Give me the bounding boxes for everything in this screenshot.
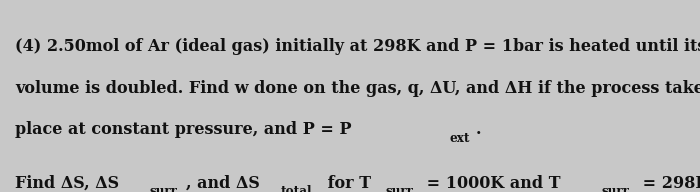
Text: = 1000K and T: = 1000K and T xyxy=(421,175,561,192)
Text: surr: surr xyxy=(601,185,629,192)
Text: surr: surr xyxy=(385,185,413,192)
Text: Find ΔS, ΔS: Find ΔS, ΔS xyxy=(15,175,120,192)
Text: = 298K. Is the process: = 298K. Is the process xyxy=(637,175,700,192)
Text: , and ΔS: , and ΔS xyxy=(186,175,260,192)
Text: ext: ext xyxy=(449,132,470,145)
Text: volume is doubled. Find w done on the gas, q, ΔU, and ΔH if the process takes: volume is doubled. Find w done on the ga… xyxy=(15,80,700,97)
Text: place at constant pressure, and P = P: place at constant pressure, and P = P xyxy=(15,121,352,138)
Text: total: total xyxy=(281,185,313,192)
Text: .: . xyxy=(476,121,482,138)
Text: (4) 2.50mol of Ar (ideal gas) initially at 298K and P = 1bar is heated until its: (4) 2.50mol of Ar (ideal gas) initially … xyxy=(15,38,700,55)
Text: for T: for T xyxy=(322,175,371,192)
Text: surr: surr xyxy=(150,185,178,192)
